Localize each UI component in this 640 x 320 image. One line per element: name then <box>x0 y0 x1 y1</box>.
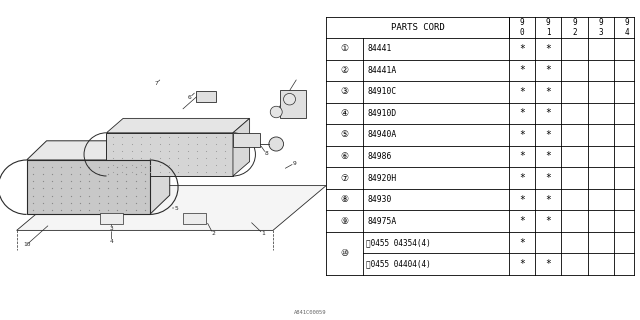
Text: ③: ③ <box>340 87 349 96</box>
Text: *: * <box>545 108 551 118</box>
Polygon shape <box>27 141 170 160</box>
Polygon shape <box>100 213 123 224</box>
Text: 84920H: 84920H <box>367 173 396 182</box>
Text: 84986: 84986 <box>367 152 392 161</box>
Text: 84910C: 84910C <box>367 87 396 96</box>
Text: *: * <box>519 259 525 269</box>
Text: 1: 1 <box>261 231 265 236</box>
Text: *: * <box>545 216 551 226</box>
Text: 10: 10 <box>23 242 30 247</box>
Text: *: * <box>519 238 525 248</box>
Text: PARTS CORD: PARTS CORD <box>391 23 444 32</box>
Text: 9
0: 9 0 <box>520 18 524 37</box>
Text: *: * <box>519 108 525 118</box>
Text: *: * <box>519 195 525 204</box>
Polygon shape <box>150 141 170 214</box>
Polygon shape <box>106 118 250 133</box>
Text: 5: 5 <box>175 205 179 211</box>
Text: ①: ① <box>340 44 349 53</box>
Text: 9: 9 <box>292 161 296 166</box>
Text: *: * <box>545 151 551 162</box>
Text: *: * <box>545 65 551 76</box>
Text: 7: 7 <box>154 81 158 86</box>
Text: 8: 8 <box>264 151 268 156</box>
Text: 9
2: 9 2 <box>572 18 577 37</box>
Polygon shape <box>196 91 216 102</box>
Polygon shape <box>233 133 260 147</box>
Text: *: * <box>545 130 551 140</box>
Text: ⑤: ⑤ <box>340 131 349 140</box>
Text: *: * <box>519 130 525 140</box>
Text: 9
4: 9 4 <box>625 18 629 37</box>
Circle shape <box>284 93 296 105</box>
Text: 84441A: 84441A <box>367 66 396 75</box>
Text: ⑐0455 04354(4): ⑐0455 04354(4) <box>366 238 431 247</box>
Text: 4: 4 <box>109 239 113 244</box>
Text: *: * <box>519 44 525 54</box>
Polygon shape <box>27 160 150 214</box>
Text: A841C00059: A841C00059 <box>294 310 326 315</box>
Text: *: * <box>545 173 551 183</box>
Text: ⑧: ⑧ <box>340 195 349 204</box>
Text: 9
3: 9 3 <box>598 18 603 37</box>
Text: *: * <box>519 87 525 97</box>
Polygon shape <box>106 133 233 176</box>
Text: 3: 3 <box>109 226 113 231</box>
Text: ②: ② <box>340 66 349 75</box>
Text: 84441: 84441 <box>367 44 392 53</box>
Polygon shape <box>183 213 206 224</box>
Text: *: * <box>545 259 551 269</box>
Text: 84975A: 84975A <box>367 217 396 226</box>
Text: ⑩: ⑩ <box>340 249 349 258</box>
Text: *: * <box>519 216 525 226</box>
Text: 84910D: 84910D <box>367 109 396 118</box>
Polygon shape <box>17 186 326 230</box>
Polygon shape <box>280 90 306 118</box>
Text: ⑨: ⑨ <box>340 217 349 226</box>
Text: ⑐0455 04404(4): ⑐0455 04404(4) <box>366 260 431 269</box>
Text: *: * <box>545 87 551 97</box>
Text: *: * <box>519 173 525 183</box>
Text: ⑦: ⑦ <box>340 173 349 182</box>
Text: 84930: 84930 <box>367 195 392 204</box>
Text: ⑥: ⑥ <box>340 152 349 161</box>
Text: ④: ④ <box>340 109 349 118</box>
Text: *: * <box>519 65 525 76</box>
Polygon shape <box>233 118 250 176</box>
Text: *: * <box>545 195 551 204</box>
Text: 2: 2 <box>211 231 215 236</box>
Text: *: * <box>545 44 551 54</box>
Circle shape <box>270 106 282 118</box>
Circle shape <box>269 137 284 151</box>
Text: 9
1: 9 1 <box>546 18 550 37</box>
Text: 6: 6 <box>188 95 191 100</box>
Text: *: * <box>519 151 525 162</box>
Text: 84940A: 84940A <box>367 131 396 140</box>
